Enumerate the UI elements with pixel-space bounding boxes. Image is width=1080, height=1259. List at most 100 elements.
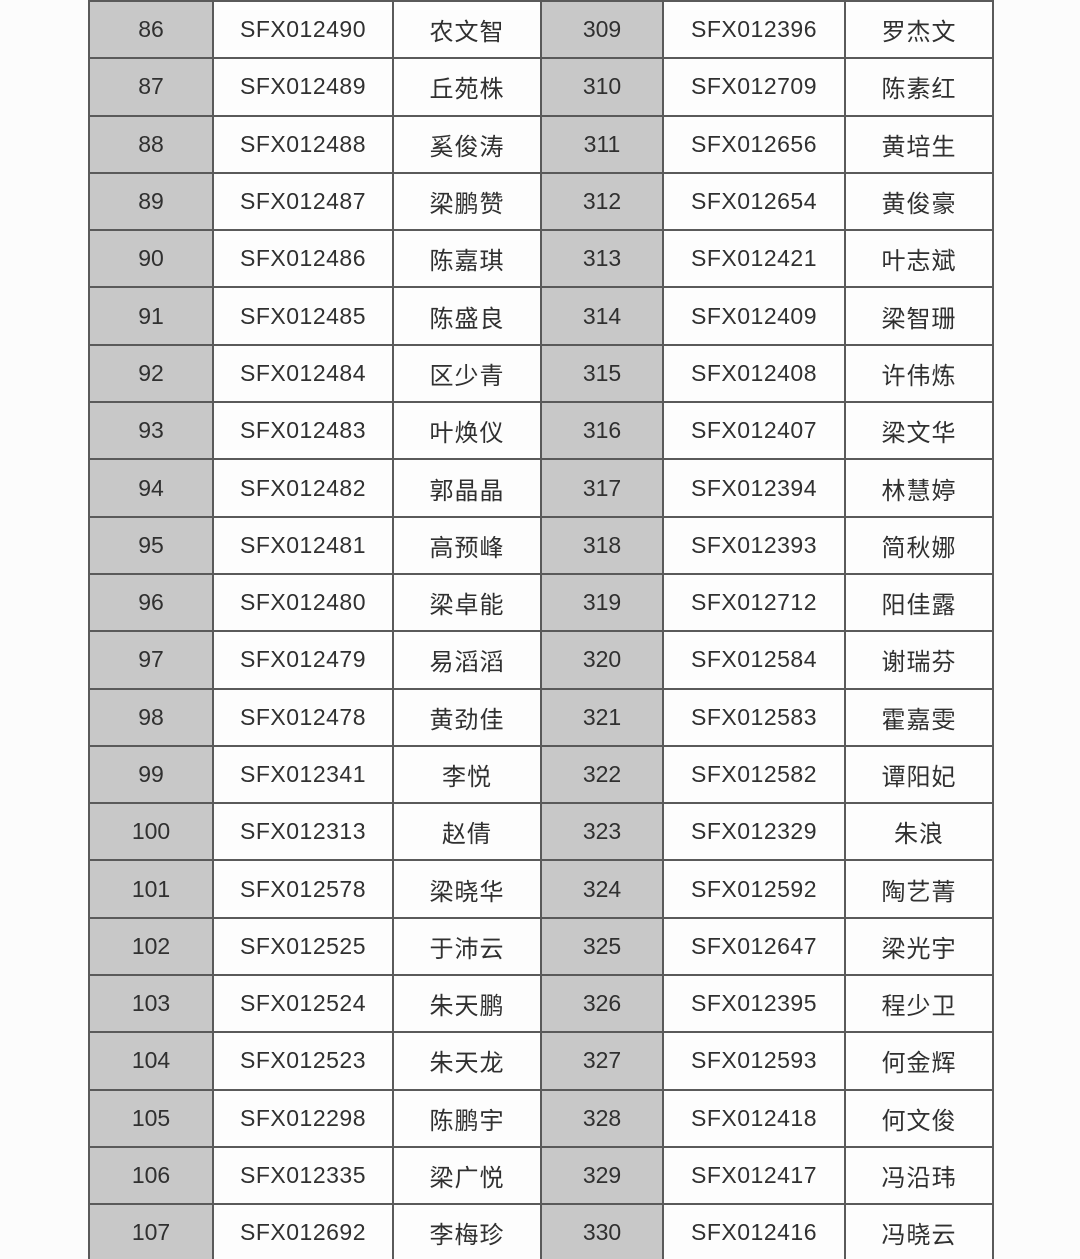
student-name-cell: 陈素红 [844,57,994,117]
student-name-cell: 易滔滔 [392,630,542,690]
row-number-cell: 318 [540,515,664,575]
row-number-cell: 329 [540,1145,664,1206]
student-code-cell: SFX012654 [662,171,846,232]
student-name-cell: 梁广悦 [392,1145,542,1206]
student-name-cell: 陈鹏宇 [392,1088,542,1148]
student-name-cell: 黄俊豪 [844,171,994,232]
table-row: 92 SFX012484 区少青 315 SFX012408 许伟炼 [88,343,994,404]
row-number-cell: 326 [540,974,664,1034]
student-name-cell: 简秋娜 [844,515,994,575]
student-code-cell: SFX012329 [662,802,846,862]
table-row: 104 SFX012523 朱天龙 327 SFX012593 何金辉 [88,1031,994,1091]
student-name-cell: 谢瑞芬 [844,630,994,690]
student-name-cell: 何文俊 [844,1088,994,1148]
table-row: 101 SFX012578 梁晓华 324 SFX012592 陶艺菁 [88,859,994,919]
row-number-cell: 309 [540,0,664,60]
student-code-cell: SFX012647 [662,916,846,977]
student-code-cell: SFX012485 [212,286,394,346]
table-row: 96 SFX012480 梁卓能 319 SFX012712 阳佳露 [88,572,994,633]
row-number-cell: 87 [88,57,214,117]
row-number-cell: 324 [540,859,664,919]
student-name-cell: 朱天鹏 [392,974,542,1034]
row-number-cell: 88 [88,114,214,174]
student-name-cell: 霍嘉雯 [844,687,994,747]
student-name-cell: 程少卫 [844,974,994,1034]
table-row: 100 SFX012313 赵倩 323 SFX012329 朱浪 [88,802,994,862]
table-row: 99 SFX012341 李悦 322 SFX012582 谭阳妃 [88,744,994,805]
table-row: 106 SFX012335 梁广悦 329 SFX012417 冯沿玮 [88,1145,994,1206]
student-code-cell: SFX012407 [662,401,846,461]
row-number-cell: 96 [88,572,214,633]
student-code-cell: SFX012480 [212,572,394,633]
student-code-cell: SFX012578 [212,859,394,919]
row-number-cell: 101 [88,859,214,919]
student-name-cell: 陶艺菁 [844,859,994,919]
student-code-cell: SFX012341 [212,744,394,805]
student-code-cell: SFX012692 [212,1203,394,1259]
student-code-cell: SFX012484 [212,343,394,404]
student-name-cell: 赵倩 [392,802,542,862]
student-name-cell: 朱浪 [844,802,994,862]
student-name-cell: 叶志斌 [844,229,994,289]
student-name-cell: 冯晓云 [844,1203,994,1259]
student-code-cell: SFX012592 [662,859,846,919]
row-number-cell: 95 [88,515,214,575]
student-name-cell: 许伟炼 [844,343,994,404]
row-number-cell: 323 [540,802,664,862]
table-row: 102 SFX012525 于沛云 325 SFX012647 梁光宇 [88,916,994,977]
student-name-cell: 奚俊涛 [392,114,542,174]
row-number-cell: 328 [540,1088,664,1148]
student-code-cell: SFX012396 [662,0,846,60]
row-number-cell: 310 [540,57,664,117]
student-name-cell: 高预峰 [392,515,542,575]
row-number-cell: 313 [540,229,664,289]
student-name-cell: 冯沿玮 [844,1145,994,1206]
student-code-cell: SFX012481 [212,515,394,575]
table-row: 95 SFX012481 高预峰 318 SFX012393 简秋娜 [88,515,994,575]
row-number-cell: 311 [540,114,664,174]
student-code-cell: SFX012408 [662,343,846,404]
student-name-cell: 朱天龙 [392,1031,542,1091]
student-code-cell: SFX012479 [212,630,394,690]
row-number-cell: 105 [88,1088,214,1148]
student-name-cell: 梁文华 [844,401,994,461]
row-number-cell: 102 [88,916,214,977]
student-code-cell: SFX012394 [662,458,846,518]
student-code-cell: SFX012486 [212,229,394,289]
student-name-cell: 陈嘉琪 [392,229,542,289]
table-row: 93 SFX012483 叶焕仪 316 SFX012407 梁文华 [88,401,994,461]
student-name-cell: 于沛云 [392,916,542,977]
student-code-cell: SFX012313 [212,802,394,862]
student-name-cell: 区少青 [392,343,542,404]
student-code-cell: SFX012489 [212,57,394,117]
table-row: 107 SFX012692 李梅珍 330 SFX012416 冯晓云 [88,1203,994,1259]
student-name-cell: 郭晶晶 [392,458,542,518]
row-number-cell: 106 [88,1145,214,1206]
student-name-cell: 林慧婷 [844,458,994,518]
student-name-cell: 谭阳妃 [844,744,994,805]
row-number-cell: 314 [540,286,664,346]
student-code-cell: SFX012393 [662,515,846,575]
table-row: 91 SFX012485 陈盛良 314 SFX012409 梁智珊 [88,286,994,346]
row-number-cell: 321 [540,687,664,747]
table-row: 94 SFX012482 郭晶晶 317 SFX012394 林慧婷 [88,458,994,518]
table-row: 103 SFX012524 朱天鹏 326 SFX012395 程少卫 [88,974,994,1034]
student-code-cell: SFX012488 [212,114,394,174]
student-name-cell: 黄劲佳 [392,687,542,747]
student-name-cell: 梁晓华 [392,859,542,919]
row-number-cell: 99 [88,744,214,805]
student-code-cell: SFX012418 [662,1088,846,1148]
row-number-cell: 93 [88,401,214,461]
student-name-cell: 丘苑株 [392,57,542,117]
student-code-cell: SFX012712 [662,572,846,633]
row-number-cell: 100 [88,802,214,862]
table-row: 86 SFX012490 农文智 309 SFX012396 罗杰文 [88,0,994,60]
student-code-cell: SFX012416 [662,1203,846,1259]
student-name-cell: 李梅珍 [392,1203,542,1259]
student-code-cell: SFX012483 [212,401,394,461]
student-code-cell: SFX012478 [212,687,394,747]
student-name-cell: 何金辉 [844,1031,994,1091]
row-number-cell: 104 [88,1031,214,1091]
student-name-cell: 罗杰文 [844,0,994,60]
